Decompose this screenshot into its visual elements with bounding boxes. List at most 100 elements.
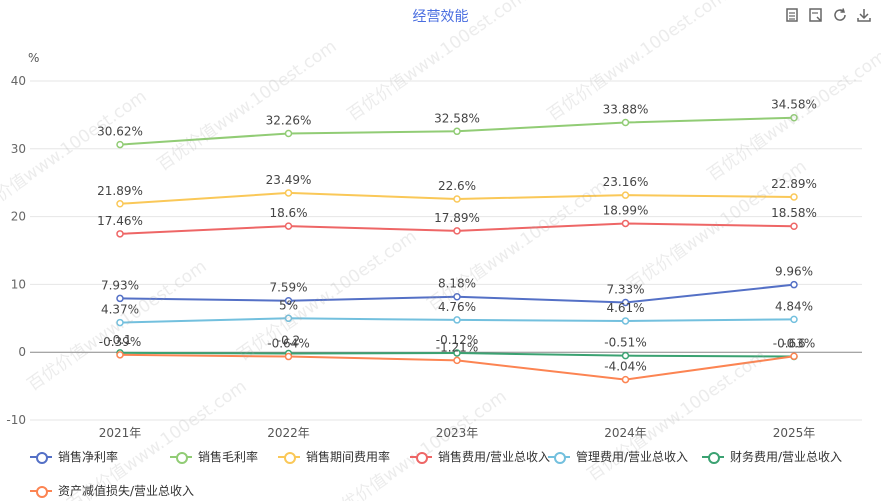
refresh-icon[interactable] — [831, 6, 849, 24]
x-tick-label: 2025年 — [773, 426, 816, 440]
data-label: -0.6 — [782, 336, 805, 350]
data-label: 23.16% — [603, 175, 649, 189]
y-tick-label: 20 — [11, 210, 26, 224]
x-tick-label: 2023年 — [436, 426, 479, 440]
watermark: 百优价值www.100est.com — [154, 36, 341, 175]
watermark: 百优价值www.100est.com — [234, 226, 421, 365]
data-label: 5% — [279, 298, 298, 312]
data-label: -4.04% — [604, 360, 646, 374]
data-point — [790, 222, 798, 230]
y-tick-label: 0 — [18, 345, 26, 359]
legend-swatch — [702, 451, 724, 464]
legend-swatch — [410, 451, 432, 464]
data-label: 4.84% — [775, 299, 813, 313]
data-point — [621, 351, 630, 360]
data-label: 18.99% — [603, 203, 649, 217]
restore-icon[interactable] — [807, 6, 825, 24]
data-point — [790, 352, 798, 361]
legend-swatch — [170, 451, 192, 464]
data-label: 4.76% — [438, 300, 476, 314]
data-label: 32.26% — [266, 113, 312, 127]
legend-label: 管理费用/营业总收入 — [576, 450, 689, 464]
legend-swatch — [548, 451, 570, 464]
data-label: 8.18% — [438, 277, 476, 291]
data-point — [453, 349, 461, 357]
x-tick-label: 2022年 — [267, 426, 310, 440]
y-tick-label: 40 — [11, 74, 26, 88]
data-label: 7.59% — [269, 281, 307, 295]
legend-swatch — [278, 451, 300, 464]
watermark: 百优价值www.100est.com — [24, 256, 211, 395]
data-point — [453, 292, 461, 301]
legend-item[interactable]: 资产减值损失/营业总收入 — [30, 482, 194, 499]
y-tick-label: -10 — [6, 413, 26, 427]
data-label: -0.64% — [267, 337, 309, 351]
legend-label: 资产减值损失/营业总收入 — [58, 484, 195, 498]
data-point — [453, 127, 461, 136]
data-label: 30.62% — [97, 125, 143, 139]
data-label: -0.63% — [773, 336, 815, 350]
data-point — [790, 280, 798, 289]
data-point — [621, 298, 630, 307]
data-point — [284, 222, 293, 230]
legend-item[interactable]: 财务费用/营业总收入 — [702, 448, 842, 465]
y-axis-unit: % — [28, 51, 39, 65]
legend-item[interactable]: 销售费用/营业总收入 — [410, 448, 550, 465]
data-label: 17.46% — [97, 214, 143, 228]
x-tick-label: 2024年 — [604, 426, 647, 440]
data-label: -0.2 — [277, 334, 300, 348]
data-view-icon[interactable] — [783, 6, 801, 24]
download-icon[interactable] — [855, 6, 873, 24]
data-label: -1.21% — [436, 340, 478, 354]
data-label: 4.61% — [606, 301, 644, 315]
legend-label: 财务费用/营业总收入 — [730, 450, 843, 464]
data-point — [621, 191, 630, 199]
data-point — [453, 356, 461, 365]
data-point — [284, 129, 293, 138]
data-label: 4.37% — [101, 303, 139, 317]
data-point — [453, 195, 461, 203]
legend-label: 销售费用/营业总收入 — [438, 450, 551, 464]
data-label: -0.51% — [604, 336, 646, 350]
chart-title: 经营效能 — [412, 9, 469, 25]
data-point — [284, 352, 293, 361]
data-label: 23.49% — [266, 173, 312, 187]
legend-item[interactable]: 管理费用/营业总收入 — [548, 448, 688, 465]
legend-label: 销售毛利率 — [198, 450, 259, 464]
data-point — [116, 294, 124, 303]
data-point — [621, 317, 630, 325]
data-label: -0.12% — [436, 333, 478, 347]
legend-item[interactable]: 销售毛利率 — [170, 448, 258, 465]
data-point — [116, 140, 124, 149]
y-tick-label: 30 — [11, 142, 26, 156]
data-point — [621, 118, 630, 127]
data-label: 22.6% — [438, 179, 476, 193]
data-point — [284, 296, 293, 305]
data-point — [116, 230, 124, 238]
data-point — [621, 219, 630, 228]
watermark: 百优价值www.100est.com — [324, 386, 511, 501]
data-label: -0.1 — [108, 333, 131, 347]
data-point — [116, 200, 124, 208]
legend-swatch — [30, 451, 52, 464]
data-point — [790, 193, 798, 201]
data-label: 22.89% — [771, 177, 817, 191]
x-tick-label: 2021年 — [99, 426, 142, 440]
data-label: 7.33% — [606, 283, 644, 297]
data-point — [116, 318, 124, 327]
legend-item[interactable]: 销售净利率 — [30, 448, 118, 465]
data-point — [790, 113, 798, 122]
data-label: 18.6% — [269, 206, 307, 220]
data-point — [453, 227, 461, 235]
data-label: 34.58% — [771, 98, 817, 112]
data-label: 7.93% — [101, 278, 139, 292]
data-point — [621, 375, 630, 384]
data-label: -0.39% — [99, 335, 141, 349]
legend-item[interactable]: 销售期间费用率 — [278, 448, 390, 465]
data-point — [284, 314, 293, 323]
data-label: 21.89% — [97, 184, 143, 198]
data-label: 18.58% — [771, 206, 817, 220]
legend-swatch — [30, 485, 52, 498]
data-label: 9.96% — [775, 265, 813, 279]
